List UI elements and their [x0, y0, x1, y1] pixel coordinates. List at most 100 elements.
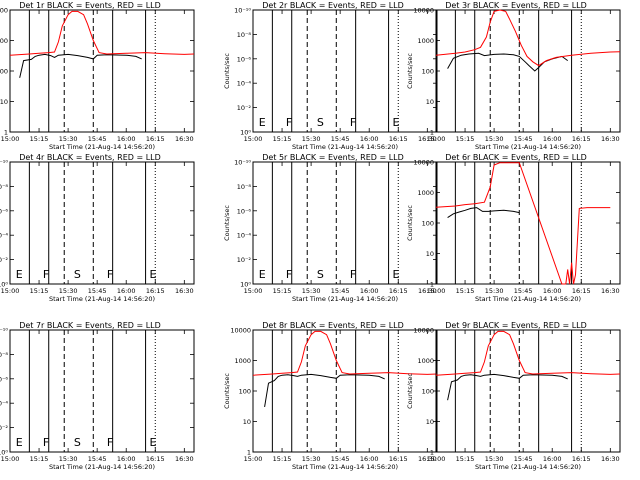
x-tick-label: 16:00: [543, 135, 562, 143]
y-tick-label: 10⁻¹⁰: [0, 327, 8, 335]
x-tick-label: 16:00: [360, 287, 379, 295]
y-tick-label: 10⁻²: [237, 104, 252, 112]
segment-label: E: [392, 116, 399, 129]
x-axis-label: Start Time (21-Aug-14 14:56:20): [475, 295, 581, 303]
y-tick-label: 10: [426, 418, 434, 426]
x-tick-label: 15:00: [1, 135, 20, 143]
segment-label: S: [74, 268, 81, 281]
lld-series-line: [435, 330, 621, 376]
segment-label: E: [259, 116, 266, 129]
panel-title: Det 1r BLACK = Events, RED = LLD: [19, 1, 161, 10]
y-tick-label: 10: [426, 250, 434, 258]
segment-label: E: [392, 268, 399, 281]
y-tick-label: 100: [0, 68, 8, 76]
segment-label: S: [74, 436, 81, 449]
y-tick-label: 10⁰: [0, 449, 8, 457]
x-axis-label: Start Time (21-Aug-14 14:56:20): [475, 143, 581, 151]
y-tick-label: 10⁻⁴: [0, 400, 8, 408]
segment-label: E: [259, 268, 266, 281]
x-tick-label: 16:15: [389, 287, 408, 295]
y-tick-label: 10⁻⁸: [237, 183, 252, 191]
plot-frame: [435, 161, 621, 285]
x-tick-label: 15:15: [30, 135, 49, 143]
x-tick-label: 15:00: [427, 135, 446, 143]
x-tick-label: 16:30: [601, 455, 620, 463]
y-axis-label: Counts/sec: [406, 373, 414, 409]
y-tick-label: 100: [422, 220, 434, 228]
y-tick-label: 10⁻⁸: [0, 183, 8, 191]
segment-label: F: [107, 436, 113, 449]
x-tick-label: 15:00: [427, 455, 446, 463]
y-tick-label: 10⁻⁴: [0, 232, 8, 240]
segment-label: E: [149, 268, 156, 281]
plot-frame: [9, 161, 195, 285]
x-tick-label: 15:45: [88, 287, 107, 295]
panel-det-6: Det 6r BLACK = Events, RED = LLD 1 10 100 10…: [406, 153, 621, 303]
segment-label: F: [43, 436, 49, 449]
lld-series-line: [252, 330, 438, 376]
y-tick-label: 10⁻²: [0, 256, 8, 264]
y-axis-label: Counts/sec: [406, 53, 414, 89]
panel-det-2: Det 2r BLACK = Events, RED = LLD 10⁰ 10⁻² 1…: [223, 1, 438, 151]
x-axis-label: Start Time (21-Aug-14 14:56:20): [292, 295, 398, 303]
x-tick-label: 15:00: [244, 455, 263, 463]
panel-title: Det 2r BLACK = Events, RED = LLD: [262, 1, 404, 10]
x-tick-label: 15:30: [302, 455, 321, 463]
y-tick-label: 1: [430, 281, 434, 289]
panel-det-5: Det 5r BLACK = Events, RED = LLD 10⁰ 10⁻² 1…: [223, 153, 438, 303]
x-tick-label: 16:30: [175, 455, 194, 463]
x-tick-label: 16:15: [146, 455, 165, 463]
x-tick-label: 16:30: [418, 455, 437, 463]
panel-title: Det 3r BLACK = Events, RED = LLD: [445, 1, 587, 10]
panel-det-7: Det 7r BLACK = Events, RED = LLD 10⁰ 10⁻² 1…: [0, 321, 195, 471]
y-tick-label: 1000: [417, 357, 434, 365]
segment-label: F: [350, 116, 356, 129]
y-tick-label: 10⁻⁴: [237, 80, 252, 88]
segment-label: F: [286, 116, 292, 129]
x-tick-label: 15:15: [456, 455, 475, 463]
x-tick-label: 15:45: [331, 287, 350, 295]
x-tick-label: 16:15: [572, 135, 591, 143]
y-tick-label: 10⁻⁶: [0, 207, 8, 215]
x-tick-label: 15:00: [427, 287, 446, 295]
segment-label: F: [350, 268, 356, 281]
y-axis-label: Counts/sec: [223, 373, 231, 409]
events-series-line: [264, 373, 385, 407]
y-tick-label: 10⁻⁸: [0, 351, 8, 359]
x-tick-label: 15:15: [273, 455, 292, 463]
x-tick-label: 15:45: [331, 135, 350, 143]
y-tick-label: 10⁰: [240, 129, 251, 137]
panel-title: Det 9r BLACK = Events, RED = LLD: [445, 321, 587, 330]
y-tick-label: 1000: [417, 189, 434, 197]
x-tick-label: 15:45: [88, 455, 107, 463]
x-tick-label: 15:15: [456, 287, 475, 295]
y-tick-label: 1: [247, 449, 251, 457]
x-tick-label: 16:15: [389, 455, 408, 463]
panel-det-4: Det 4r BLACK = Events, RED = LLD 10⁰ 10⁻² 1…: [0, 153, 195, 303]
y-tick-label: 10000: [230, 327, 251, 335]
x-axis-label: Start Time (21-Aug-14 14:56:20): [49, 295, 155, 303]
x-tick-label: 16:30: [601, 287, 620, 295]
y-tick-label: 10⁻¹⁰: [0, 159, 8, 167]
panel-det-8: Det 8r BLACK = Events, RED = LLD 1 10 100 10…: [223, 321, 438, 471]
x-tick-label: 15:30: [485, 455, 504, 463]
x-tick-label: 16:15: [389, 135, 408, 143]
x-tick-label: 16:00: [543, 455, 562, 463]
x-tick-label: 16:30: [418, 135, 437, 143]
y-tick-label: 1000: [234, 357, 251, 365]
y-tick-label: 1: [4, 129, 8, 137]
x-axis-label: Start Time (21-Aug-14 14:56:20): [292, 143, 398, 151]
panel-det-1: Det 1r BLACK = Events, RED = LLD 1 10 100 10…: [0, 1, 195, 151]
x-tick-label: 15:45: [514, 455, 533, 463]
y-tick-label: 1: [430, 449, 434, 457]
x-axis-label: Start Time (21-Aug-14 14:56:20): [292, 463, 398, 471]
segment-label: E: [16, 268, 23, 281]
segment-label: S: [317, 116, 324, 129]
y-tick-label: 10⁻⁶: [237, 207, 252, 215]
events-series-line: [447, 373, 568, 401]
x-tick-label: 15:00: [1, 287, 20, 295]
x-tick-label: 16:15: [572, 287, 591, 295]
x-tick-label: 16:30: [175, 287, 194, 295]
x-tick-label: 15:30: [59, 287, 78, 295]
y-tick-label: 10⁻²: [0, 424, 8, 432]
